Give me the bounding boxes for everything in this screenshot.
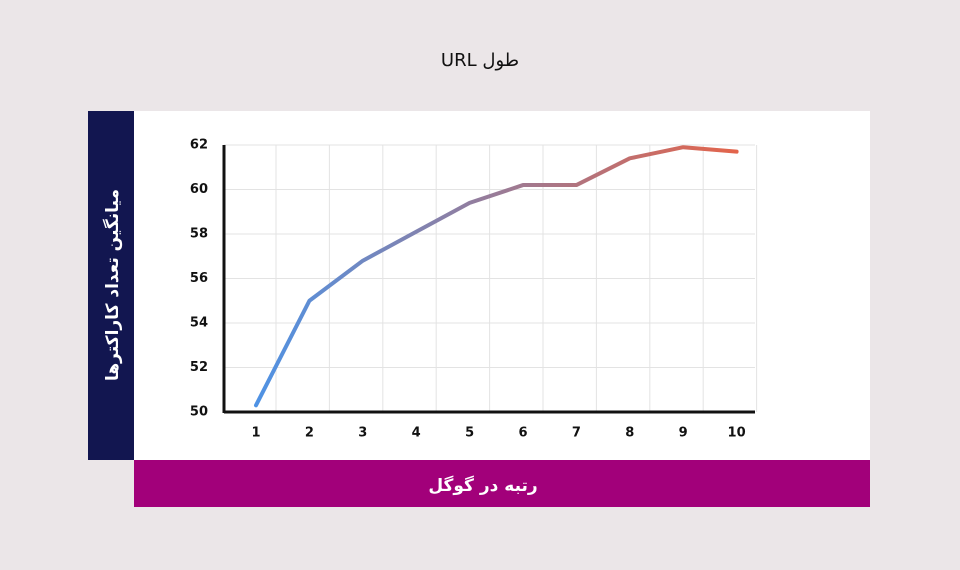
x-label-bar [134,460,870,507]
x-tick-label: 2 [305,426,314,441]
x-tick-label: 6 [518,426,527,441]
chart-title: طول URL [441,50,519,71]
x-tick-label: 10 [728,426,746,441]
y-tick-label: 56 [190,271,208,286]
x-tick-label: 4 [412,426,421,441]
x-tick-label: 8 [625,426,634,441]
y-tick-label: 58 [190,227,208,242]
y-tick-label: 60 [190,182,208,197]
x-tick-label: 3 [358,426,367,441]
x-tick-label: 7 [572,426,581,441]
y-tick-label: 62 [190,138,208,153]
x-tick-label: 1 [251,426,260,441]
y-label-bar [88,111,134,460]
x-tick-label: 5 [465,426,474,441]
plot-panel [134,111,870,460]
line [254,145,739,408]
y-axis-label: میانگین تعداد کاراکترها [102,189,123,381]
x-axis-label: رتبه در گوگل [428,475,537,496]
x-tick-label: 9 [679,426,688,441]
y-tick-label: 52 [190,360,208,375]
y-tick-label: 50 [190,405,208,420]
y-tick-label: 54 [190,316,208,331]
